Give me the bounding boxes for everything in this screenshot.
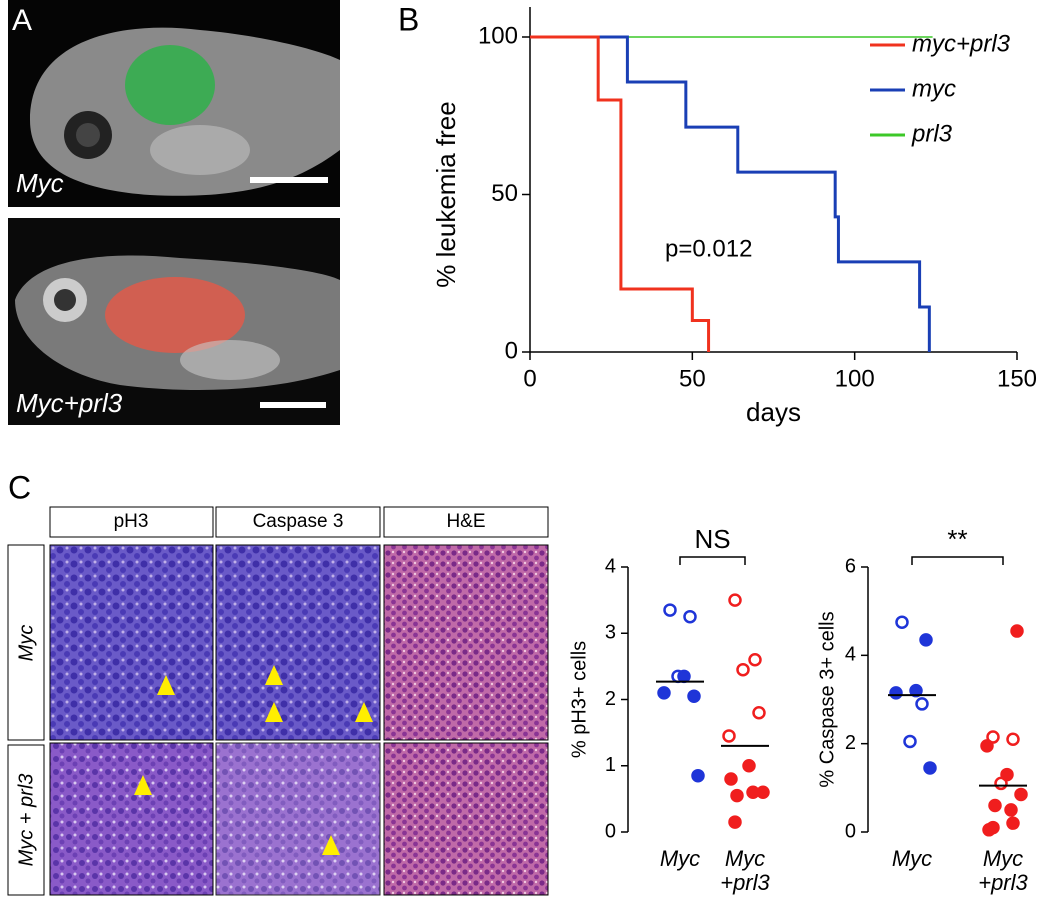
- data-point: [724, 772, 738, 786]
- x-tick-label: Myc: [892, 846, 932, 871]
- y-tick-label: 0: [505, 337, 518, 364]
- data-point: [683, 609, 697, 624]
- x-tick-label: 100: [835, 365, 875, 392]
- data-point: [736, 662, 750, 677]
- data-point: [677, 669, 691, 684]
- data-point: [986, 820, 1000, 835]
- y-axis-label: % pH3+ cells: [568, 641, 590, 758]
- data-point: [663, 603, 677, 617]
- y-tick-label: 100: [478, 22, 518, 49]
- y-tick-label: 2: [605, 688, 616, 710]
- data-point: [722, 729, 736, 743]
- data-point: [1014, 787, 1028, 802]
- legend-label: myc: [912, 75, 956, 102]
- data-point: [1000, 767, 1014, 782]
- data-point: [903, 734, 917, 749]
- legend-label: myc+prl3: [912, 30, 1011, 57]
- data-point: [691, 768, 705, 783]
- significance-label: **: [947, 524, 967, 554]
- x-tick-label: Myc: [660, 846, 700, 871]
- y-tick-label: 0: [845, 820, 856, 842]
- x-tick-label: 50: [679, 365, 706, 392]
- data-point: [752, 706, 766, 720]
- survival-line: [530, 35, 931, 352]
- data-point: [986, 730, 1000, 744]
- data-point: [1004, 803, 1018, 817]
- data-point: [1006, 732, 1020, 746]
- panel-label: C: [8, 469, 31, 505]
- panel-label: A: [12, 4, 32, 37]
- y-tick-label: 4: [605, 555, 616, 577]
- data-point: [889, 686, 903, 700]
- y-tick-label: 3: [605, 622, 616, 644]
- row-header: Myc: [15, 625, 37, 662]
- arrowheads: [134, 665, 373, 855]
- y-tick-label: 50: [491, 180, 518, 207]
- data-point: [988, 798, 1002, 813]
- data-point: [746, 785, 760, 799]
- data-point: [915, 697, 929, 711]
- y-tick-label: 1: [605, 754, 616, 776]
- significance-bracket: [679, 556, 746, 565]
- y-axis-label: % Caspase 3+ cells: [816, 611, 838, 787]
- column-header: Caspase 3: [253, 511, 344, 532]
- y-tick-label: 6: [845, 555, 856, 577]
- x-axis-label: days: [746, 397, 801, 427]
- data-point: [909, 683, 923, 698]
- column-header: pH3: [114, 511, 149, 532]
- legend-label: prl3: [911, 120, 953, 147]
- y-tick-label: 0: [605, 820, 616, 842]
- histology-grid: [7, 506, 549, 896]
- y-axis-label: % leukemia free: [431, 101, 461, 287]
- column-header: H&E: [446, 511, 485, 532]
- data-point: [1006, 816, 1020, 830]
- data-point: [919, 633, 933, 647]
- fish-image-myc: [8, 0, 340, 207]
- data-point: [748, 653, 762, 667]
- image-label: Myc+prl3: [16, 388, 123, 418]
- data-point: [980, 739, 994, 753]
- x-tick-label: 0: [523, 365, 536, 392]
- y-tick-label: 4: [845, 644, 856, 666]
- data-point: [730, 788, 744, 803]
- significance-bracket: [911, 556, 1004, 565]
- data-point: [687, 689, 701, 703]
- significance-label: NS: [694, 524, 730, 554]
- x-tick-label: 150: [997, 365, 1037, 392]
- image-label: Myc: [16, 168, 64, 198]
- data-point: [728, 593, 742, 607]
- data-point: [1010, 624, 1024, 638]
- data-point: [742, 759, 756, 773]
- x-tick-label: Myc +prl3: [720, 846, 770, 895]
- data-point: [895, 615, 909, 629]
- data-point: [923, 761, 937, 775]
- data-point: [657, 686, 671, 700]
- annotation: p=0.012: [665, 235, 752, 262]
- x-tick-label: Myc +prl3: [978, 846, 1028, 895]
- row-header: Myc + prl3: [15, 774, 37, 867]
- fish-image-myc-prl3: [8, 218, 340, 425]
- data-point: [728, 815, 742, 829]
- survival-line: [530, 35, 711, 352]
- panel-label: B: [398, 1, 419, 37]
- y-tick-label: 2: [845, 732, 856, 754]
